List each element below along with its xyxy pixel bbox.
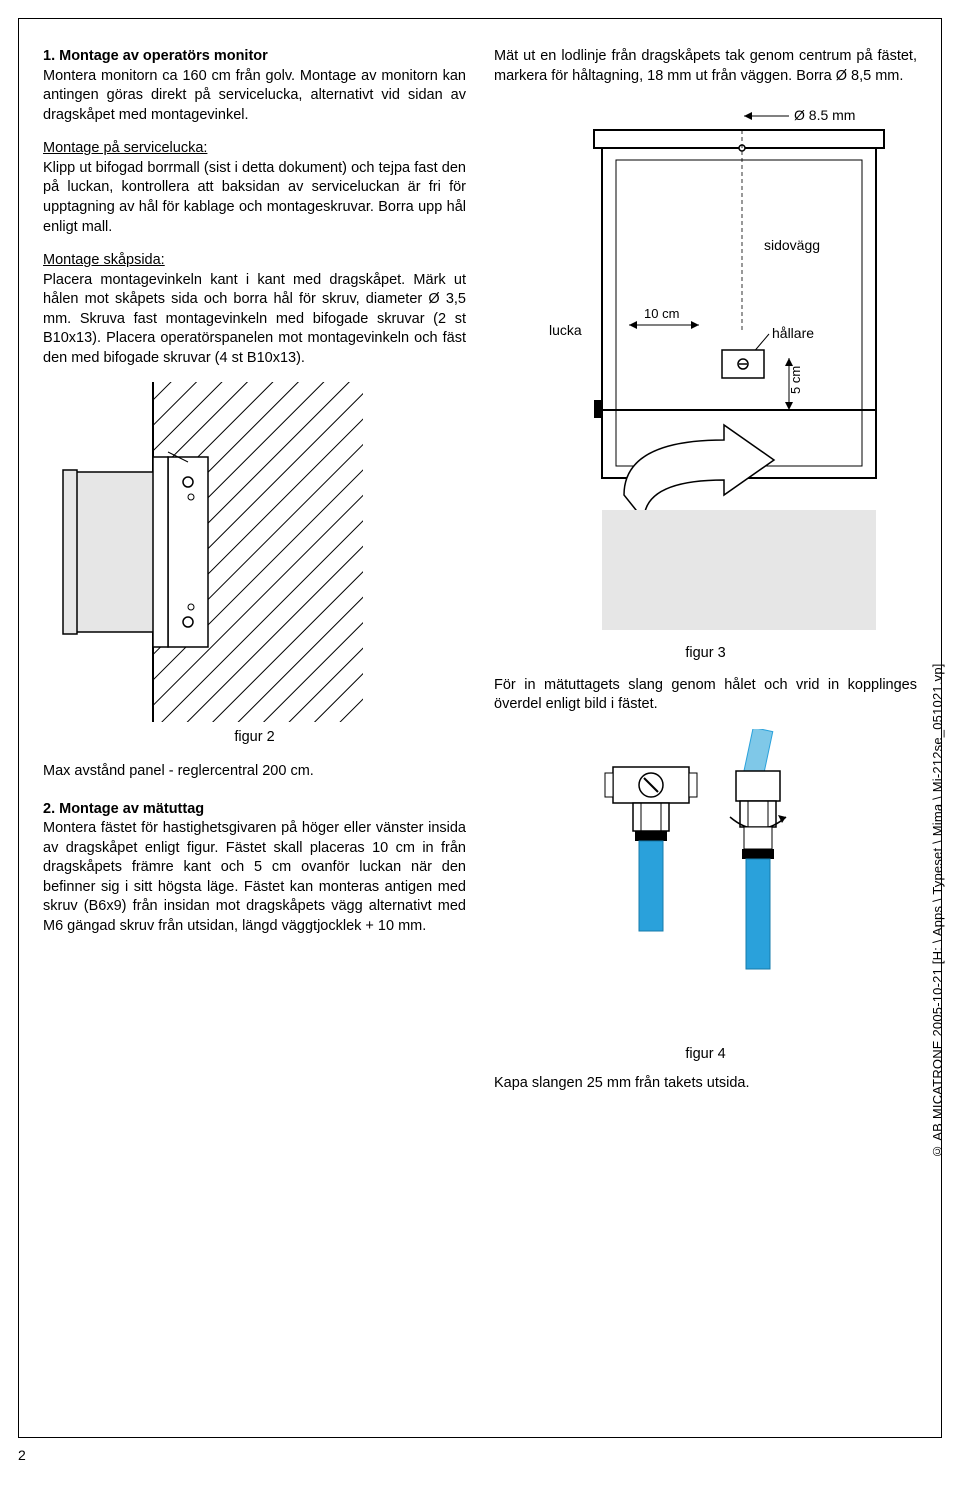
page-frame: © AB MICATRONE 2005-10-21 [H: \ Apps \ T…	[18, 18, 942, 1438]
section-2: 2. Montage av mätuttag Montera fästet fö…	[43, 800, 466, 937]
svg-text:10 cm: 10 cm	[644, 306, 679, 321]
figur-4-label: figur 4	[494, 1045, 917, 1065]
right-column: Mät ut en lodlinje från dragskåpets tak …	[494, 47, 917, 1108]
right-para-3: Kapa slangen 25 mm från takets utsida.	[494, 1074, 917, 1094]
diam-label: Ø 8.5 mm	[794, 107, 855, 123]
skapsida-block: Montage skåpsida: Placera montagevinkeln…	[43, 251, 466, 368]
right-para-1: Mät ut en lodlinje från dragskåpets tak …	[494, 47, 917, 86]
figur-2-label: figur 2	[43, 728, 466, 748]
skapsida-title: Montage skåpsida:	[43, 252, 165, 268]
servicelucka-block: Montage på servicelucka: Klipp ut bifoga…	[43, 139, 466, 237]
svg-text:lucka: lucka	[549, 322, 582, 338]
figur-2-diagram	[43, 382, 466, 722]
svg-text:hållare: hållare	[772, 325, 814, 341]
max-distance: Max avstånd panel - reglercentral 200 cm…	[43, 762, 466, 782]
skapsida-body: Placera montagevinkeln kant i kant med d…	[43, 272, 466, 366]
section-1: 1. Montage av operatörs monitor Montera …	[43, 47, 466, 125]
section-2-body: Montera fästet för hastighetsgivaren på …	[43, 820, 466, 934]
servicelucka-body: Klipp ut bifogad borrmall (sist i detta …	[43, 160, 466, 235]
figur-4-diagram	[494, 729, 917, 1039]
figur-3-label: figur 3	[494, 644, 917, 664]
right-para-2: För in mätuttagets slang genom hålet och…	[494, 676, 917, 715]
servicelucka-title: Montage på servicelucka:	[43, 140, 207, 156]
section-1-title: 1. Montage av operatörs monitor	[43, 48, 268, 64]
svg-text:5 cm: 5 cm	[788, 366, 803, 394]
section-1-body: Montera monitorn ca 160 cm från golv. Mo…	[43, 68, 466, 123]
two-columns: 1. Montage av operatörs monitor Montera …	[43, 47, 917, 1108]
left-column: 1. Montage av operatörs monitor Montera …	[43, 47, 466, 1108]
figur-3-diagram: Ø 8.5 mm sidovägg lucka	[494, 100, 917, 640]
svg-text:sidovägg: sidovägg	[764, 237, 820, 253]
section-2-title: 2. Montage av mätuttag	[43, 801, 204, 817]
vertical-copyright: © AB MICATRONE 2005-10-21 [H: \ Apps \ T…	[929, 239, 947, 1159]
page-number: 2	[18, 1446, 960, 1465]
